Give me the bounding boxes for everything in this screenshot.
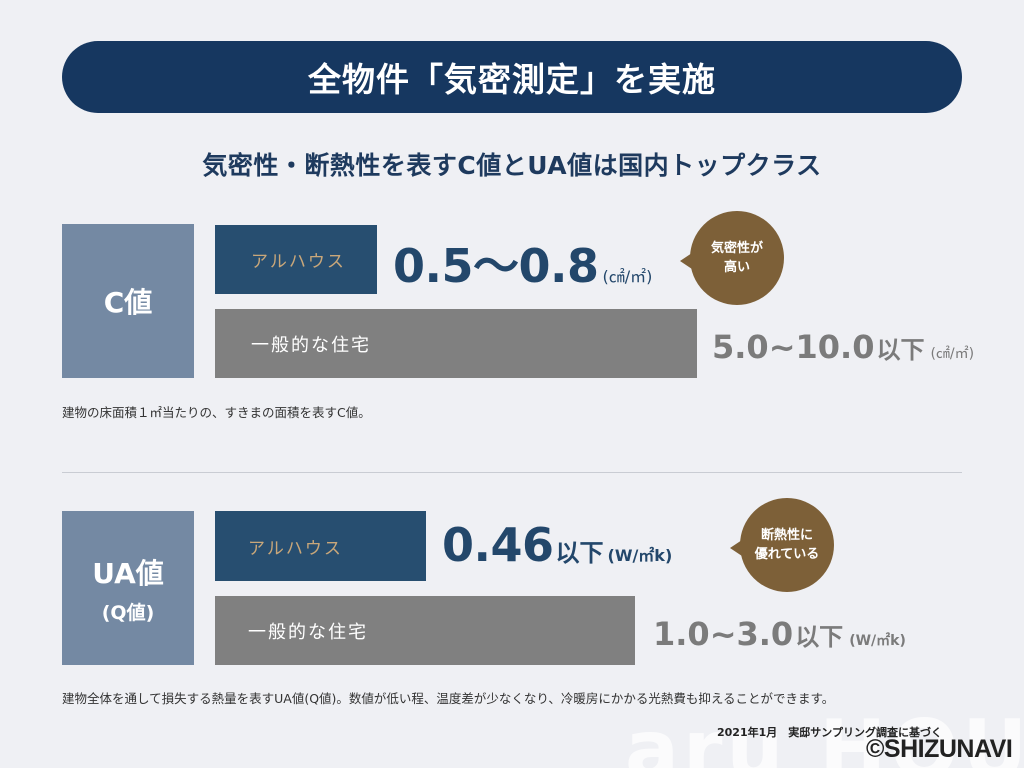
- c-value-note: 建物の床面積１㎡当たりの、すきまの面積を表すC値。: [62, 405, 371, 420]
- copyright-mark: ©SHIZUNAVI: [866, 735, 1013, 763]
- ua-general-bar-label: 一般的な住宅: [248, 621, 368, 643]
- title-banner: 全物件「気密測定」を実施: [62, 41, 962, 113]
- ua-general-value: 1.0~3.0 以下 (W/㎡k): [653, 615, 906, 653]
- page-title: 全物件「気密測定」を実施: [308, 60, 716, 99]
- c-aru-bar: アルハウス: [215, 225, 377, 294]
- c-aru-value: 0.5〜0.8 (㎠/㎡): [393, 239, 653, 293]
- q-value-label: (Q値): [101, 601, 155, 624]
- c-value-label-box: C値: [62, 224, 194, 378]
- source-note: 2021年1月 実邸サンプリング調査に基づく: [717, 726, 942, 739]
- ua-aru-bar: アルハウス: [215, 511, 426, 581]
- c-aru-bar-label: アルハウス: [251, 252, 346, 272]
- c-value-label: C値: [103, 286, 153, 319]
- ua-aru-bar-label: アルハウス: [248, 538, 343, 559]
- c-general-bar-label: 一般的な住宅: [251, 334, 371, 356]
- subtitle: 気密性・断熱性を表すC値とUA値は国内トップクラス: [202, 151, 822, 180]
- brand-watermark: aru HOUSE: [625, 703, 1024, 768]
- ua-value-label-box: UA値 (Q値): [62, 511, 194, 665]
- section-divider: [62, 472, 962, 473]
- ua-aru-value: 0.46 以下 (W/㎡k): [442, 518, 673, 572]
- c-general-bar: 一般的な住宅: [215, 309, 697, 378]
- c-speech-bubble: 気密性が 高い: [680, 211, 784, 305]
- c-general-value: 5.0~10.0 以下 (㎠/㎡): [712, 328, 975, 366]
- ua-speech-bubble: 断熱性に 優れている: [730, 498, 834, 592]
- ua-general-bar: 一般的な住宅: [215, 596, 635, 665]
- ua-value-note: 建物全体を通して損失する熱量を表すUA値(Q値)。数値が低い程、温度差が少なくな…: [62, 691, 835, 706]
- ua-value-label: UA値: [92, 556, 164, 590]
